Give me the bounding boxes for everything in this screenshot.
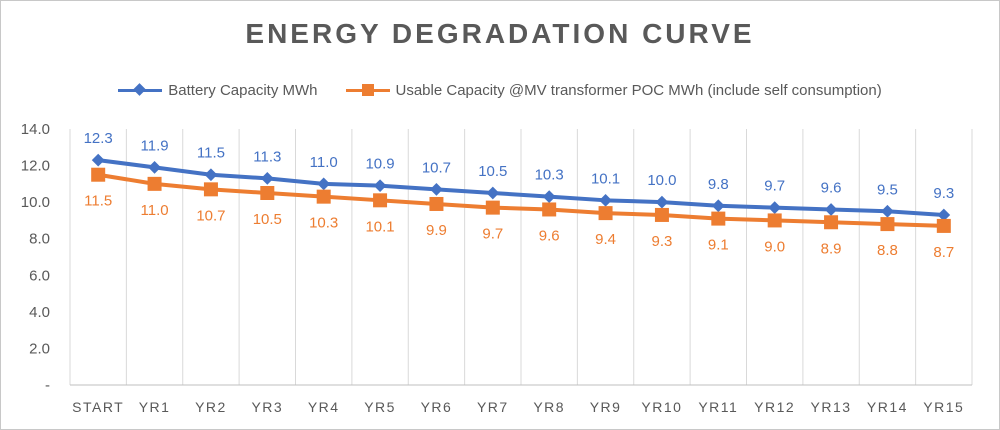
- point-marker-battery: [768, 201, 782, 214]
- data-label-battery: 11.5: [197, 145, 225, 162]
- legend-item-usable: Usable Capacity @MV transformer POC MWh …: [345, 81, 882, 99]
- data-label-battery: 12.3: [84, 130, 113, 147]
- x-tick-label: YR8: [533, 399, 565, 415]
- point-marker-battery: [317, 177, 331, 191]
- data-label-battery: 9.8: [708, 176, 729, 193]
- point-marker-usable: [824, 215, 839, 230]
- point-marker-usable: [429, 196, 444, 211]
- point-marker-usable: [260, 186, 275, 200]
- data-label-battery: 10.0: [647, 172, 676, 189]
- data-label-usable: 9.4: [595, 231, 616, 248]
- point-marker-battery: [430, 182, 443, 196]
- data-label-usable: 9.3: [652, 233, 673, 250]
- x-tick-label: YR13: [811, 399, 852, 415]
- data-label-usable: 8.8: [877, 242, 898, 259]
- legend-swatch-usable: [345, 82, 390, 98]
- x-tick-label: YR15: [923, 399, 964, 415]
- point-marker-usable: [880, 217, 895, 232]
- data-label-usable: 9.6: [539, 227, 560, 244]
- point-marker-usable: [485, 200, 500, 215]
- data-label-battery: 10.7: [422, 159, 451, 176]
- x-tick-label: YR3: [251, 399, 283, 415]
- x-tick-label: YR1: [139, 399, 171, 415]
- series-line-usable: [96, 172, 946, 228]
- y-tick-label: 10.0: [21, 194, 50, 211]
- y-tick-label: 12.0: [21, 158, 50, 175]
- point-marker-usable: [654, 207, 669, 222]
- y-tick-label: 8.0: [29, 231, 50, 248]
- point-marker-battery: [204, 168, 218, 182]
- data-label-battery: 10.9: [365, 156, 394, 173]
- data-label-usable: 10.5: [253, 211, 282, 228]
- y-tick-label: 14.0: [21, 121, 50, 138]
- point-marker-battery: [599, 193, 612, 207]
- data-label-battery: 10.3: [535, 167, 564, 184]
- data-label-battery: 11.0: [310, 154, 338, 171]
- x-tick-label: YR4: [308, 399, 340, 415]
- data-label-usable: 11.0: [141, 202, 169, 219]
- point-marker-usable: [598, 206, 613, 221]
- point-marker-battery: [542, 190, 556, 204]
- data-label-usable: 9.1: [708, 237, 729, 254]
- y-tick-label: 2.0: [29, 340, 50, 357]
- legend-label-battery: Battery Capacity MWh: [168, 81, 318, 99]
- point-marker-battery: [824, 203, 838, 216]
- point-marker-usable: [711, 211, 726, 226]
- point-marker-usable: [91, 167, 106, 182]
- point-marker-usable: [936, 218, 951, 233]
- data-label-usable: 10.1: [365, 218, 394, 235]
- data-label-usable: 8.9: [821, 240, 842, 257]
- series-line-battery: [96, 158, 946, 217]
- data-label-battery: 9.6: [821, 179, 842, 196]
- point-marker-battery: [148, 161, 161, 174]
- point-marker-battery: [881, 204, 894, 218]
- point-marker-battery: [373, 179, 387, 193]
- x-tick-label: YR7: [477, 399, 509, 415]
- x-tick-label: YR2: [195, 399, 227, 415]
- y-tick-label: -: [45, 377, 50, 394]
- data-label-battery: 10.1: [591, 170, 620, 187]
- point-marker-battery: [655, 195, 669, 209]
- point-marker-usable: [542, 202, 557, 217]
- data-label-usable: 11.5: [84, 193, 112, 210]
- y-tick-label: 4.0: [29, 304, 50, 321]
- x-tick-label: YR6: [421, 399, 453, 415]
- x-tick-label: START: [72, 399, 124, 415]
- point-marker-usable: [147, 176, 162, 191]
- data-label-usable: 9.7: [482, 226, 503, 243]
- x-tick-label: YR11: [698, 399, 738, 415]
- point-marker-battery: [711, 199, 725, 213]
- data-label-usable: 10.3: [309, 215, 338, 232]
- point-marker-battery: [486, 186, 500, 200]
- data-label-battery: 9.5: [877, 181, 898, 198]
- legend-label-usable: Usable Capacity @MV transformer POC MWh …: [395, 81, 882, 99]
- data-label-battery: 9.3: [933, 185, 954, 202]
- x-tick-label: YR12: [754, 399, 795, 415]
- y-tick-label: 6.0: [29, 267, 50, 284]
- legend-item-battery: Battery Capacity MWh: [118, 81, 318, 99]
- data-label-usable: 9.0: [764, 238, 785, 255]
- chart-title: ENERGY DEGRADATION CURVE: [245, 18, 755, 49]
- point-marker-battery: [260, 172, 274, 185]
- x-tick-label: YR10: [641, 399, 682, 415]
- point-marker-battery: [91, 153, 105, 167]
- data-label-usable: 9.9: [426, 222, 447, 239]
- data-label-battery: 10.5: [478, 163, 507, 180]
- point-marker-usable: [316, 189, 331, 204]
- data-label-battery: 11.9: [141, 137, 169, 154]
- chart-legend: Battery Capacity MWh Usable Capacity @MV…: [0, 78, 1000, 102]
- data-label-battery: 9.7: [764, 178, 785, 195]
- x-tick-label: YR9: [590, 399, 622, 415]
- data-label-usable: 8.7: [933, 244, 954, 261]
- legend-swatch-battery: [118, 82, 163, 98]
- point-marker-usable: [203, 182, 218, 197]
- point-marker-usable: [767, 213, 782, 228]
- x-tick-label: YR5: [364, 399, 396, 415]
- data-label-battery: 11.3: [253, 148, 281, 165]
- point-marker-usable: [373, 193, 388, 208]
- x-tick-label: YR14: [867, 399, 908, 415]
- data-label-usable: 10.7: [196, 207, 225, 224]
